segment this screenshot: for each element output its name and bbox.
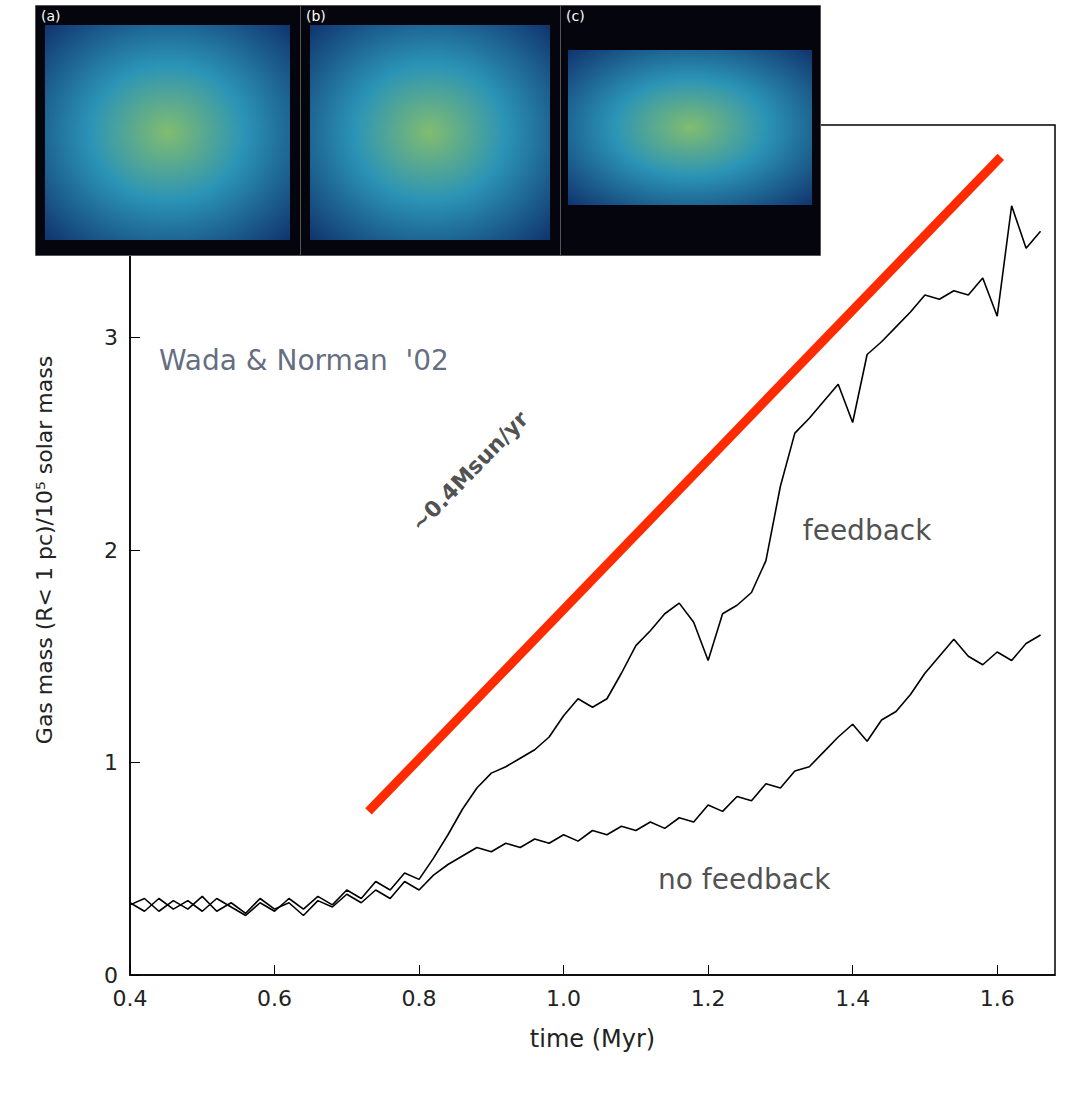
svg-text:no feedback: no feedback bbox=[658, 863, 831, 896]
svg-text:1: 1 bbox=[104, 750, 118, 775]
svg-text:Wada & Norman '02: Wada & Norman '02 bbox=[159, 344, 449, 377]
svg-text:(a): (a) bbox=[41, 8, 61, 24]
svg-text:(c): (c) bbox=[566, 8, 585, 24]
svg-text:Gas mass (R< 1 pc)/10⁵ solar m: Gas mass (R< 1 pc)/10⁵ solar mass bbox=[32, 356, 57, 744]
svg-text:1.0: 1.0 bbox=[546, 986, 581, 1011]
svg-text:3: 3 bbox=[104, 325, 118, 350]
svg-text:0.8: 0.8 bbox=[402, 986, 437, 1011]
svg-text:1.2: 1.2 bbox=[691, 986, 726, 1011]
svg-text:2: 2 bbox=[104, 538, 118, 563]
svg-text:1.4: 1.4 bbox=[835, 986, 870, 1011]
svg-text:0.6: 0.6 bbox=[257, 986, 292, 1011]
svg-text:0.4: 0.4 bbox=[113, 986, 148, 1011]
svg-text:time (Myr): time (Myr) bbox=[530, 1025, 655, 1053]
svg-text:feedback: feedback bbox=[803, 514, 932, 547]
svg-text:1.6: 1.6 bbox=[980, 986, 1015, 1011]
svg-text:(b): (b) bbox=[306, 8, 326, 24]
svg-text:~0.4Msun/yr: ~0.4Msun/yr bbox=[406, 406, 533, 536]
svg-text:0: 0 bbox=[104, 963, 118, 988]
